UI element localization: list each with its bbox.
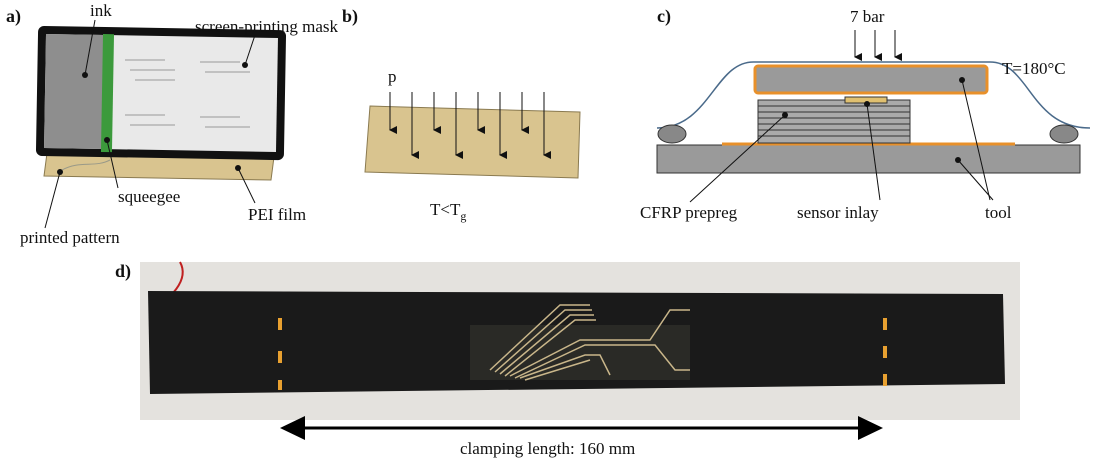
- label: p: [388, 67, 397, 86]
- label: CFRP prepreg: [640, 203, 738, 222]
- label: sensor inlay: [797, 203, 879, 222]
- panel-label: c): [657, 6, 671, 27]
- text: T<T: [430, 200, 461, 219]
- panel-label: d): [115, 261, 131, 282]
- sealant: [658, 125, 686, 143]
- label: screen-printing mask: [195, 17, 339, 36]
- label: ink: [90, 1, 112, 20]
- leader: [962, 80, 990, 200]
- panel-label: b): [342, 6, 358, 27]
- label: tool: [985, 203, 1012, 222]
- figure: a) ink screen-printing mask squeegee PEI…: [0, 0, 1099, 466]
- temperature-label: T<Tg: [430, 200, 466, 223]
- panel-label: a): [6, 6, 21, 27]
- label: PEI film: [248, 205, 306, 224]
- top-tool: [755, 66, 987, 93]
- label: clamping length: 160 mm: [460, 439, 635, 458]
- label: squeegee: [118, 187, 180, 206]
- panel-a: a) ink screen-printing mask squeegee PEI…: [6, 1, 339, 247]
- base-tool: [657, 145, 1080, 173]
- pei-film: [365, 106, 580, 178]
- label: 7 bar: [850, 7, 885, 26]
- label: printed pattern: [20, 228, 120, 247]
- prepreg-stack: [758, 97, 910, 143]
- sealant: [1050, 125, 1078, 143]
- panel-b: b) p T<Tg: [342, 6, 580, 223]
- subscript: g: [460, 209, 466, 223]
- pressure-arrows: [855, 30, 895, 57]
- label: T=180°C: [1002, 59, 1066, 78]
- ink-area: [44, 34, 104, 149]
- panel-d: d) clamping length: 160 mm: [115, 261, 1020, 458]
- panel-c: c) 7 bar T=180°C CFRP prepreg sensor inl…: [640, 6, 1090, 222]
- leader: [45, 172, 60, 228]
- squeegee: [101, 34, 114, 152]
